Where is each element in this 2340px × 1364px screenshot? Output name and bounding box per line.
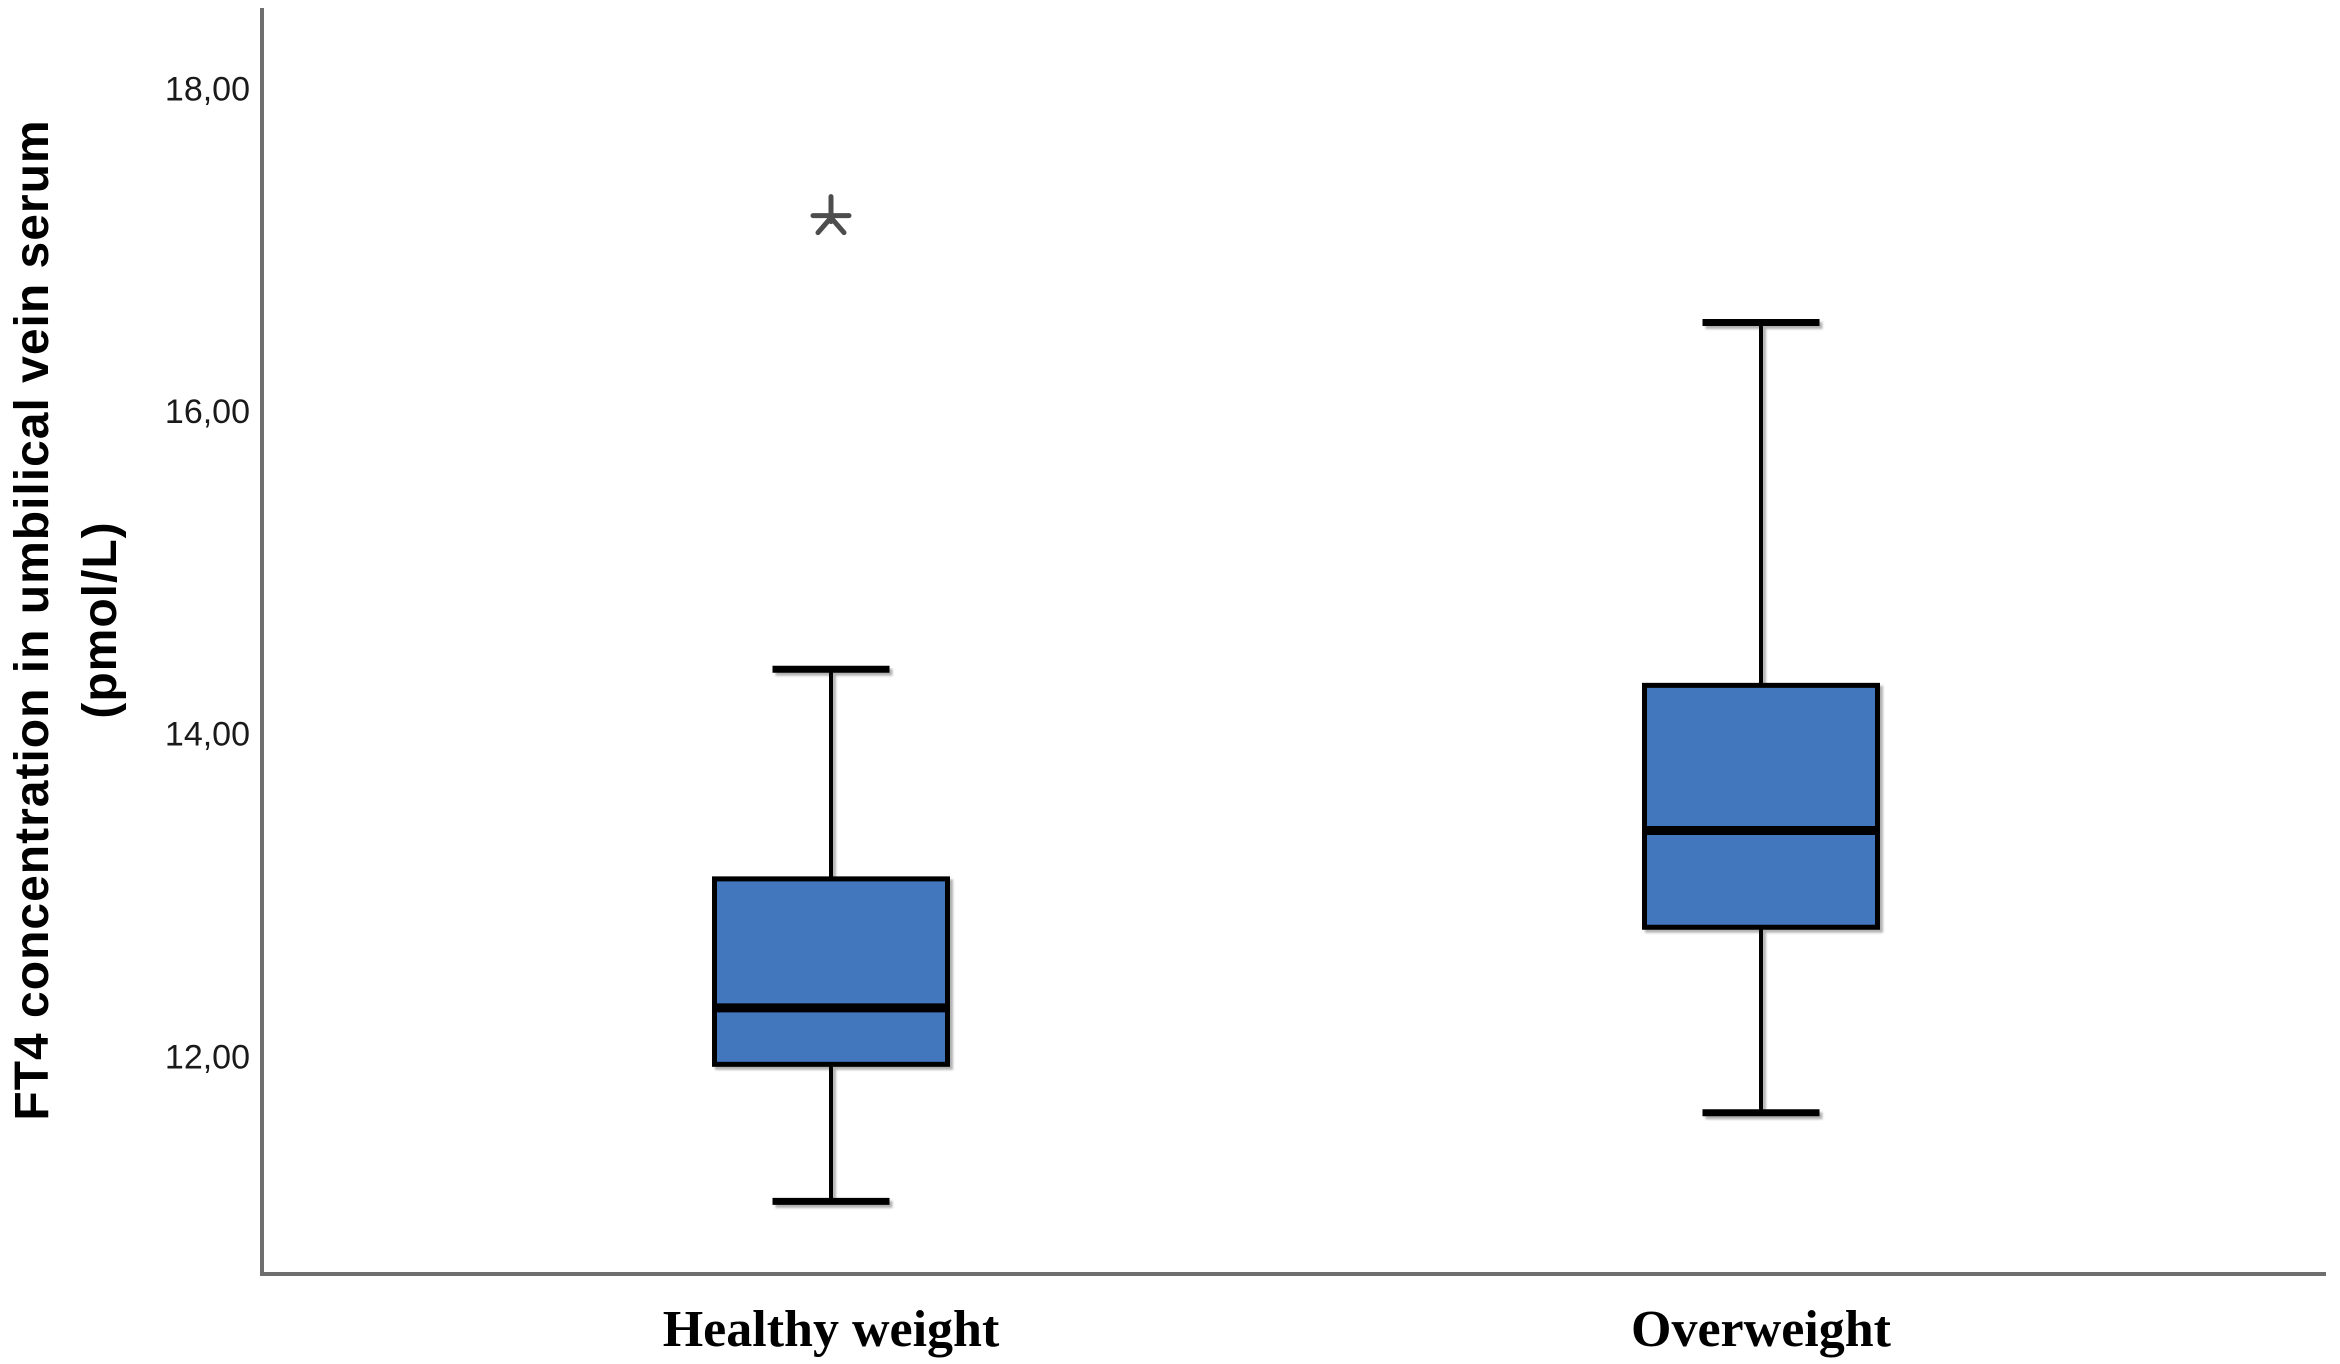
y-axis-title-line-2: (pmol/L) (74, 521, 127, 718)
box-iqr-healthy-weight (712, 876, 950, 1067)
outlier-star-icon (810, 194, 852, 236)
boxplot-group-overweight (1642, 318, 1880, 1117)
y-tick-label-18: 18,00 (165, 71, 250, 109)
y-axis-title-line-1: FT4 concentration in umbilical vein seru… (6, 119, 59, 1120)
boxplot-group-healthy-weight (712, 665, 950, 1205)
box-iqr-overweight (1642, 682, 1880, 930)
y-tick-label-16: 16,00 (165, 393, 250, 431)
x-category-label-overweight: Overweight (1631, 1301, 1892, 1358)
y-tick-label-14: 14,00 (165, 716, 250, 754)
y-tick-label-12: 12,00 (165, 1038, 250, 1076)
x-category-label-healthy-weight: Healthy weight (663, 1301, 1000, 1358)
